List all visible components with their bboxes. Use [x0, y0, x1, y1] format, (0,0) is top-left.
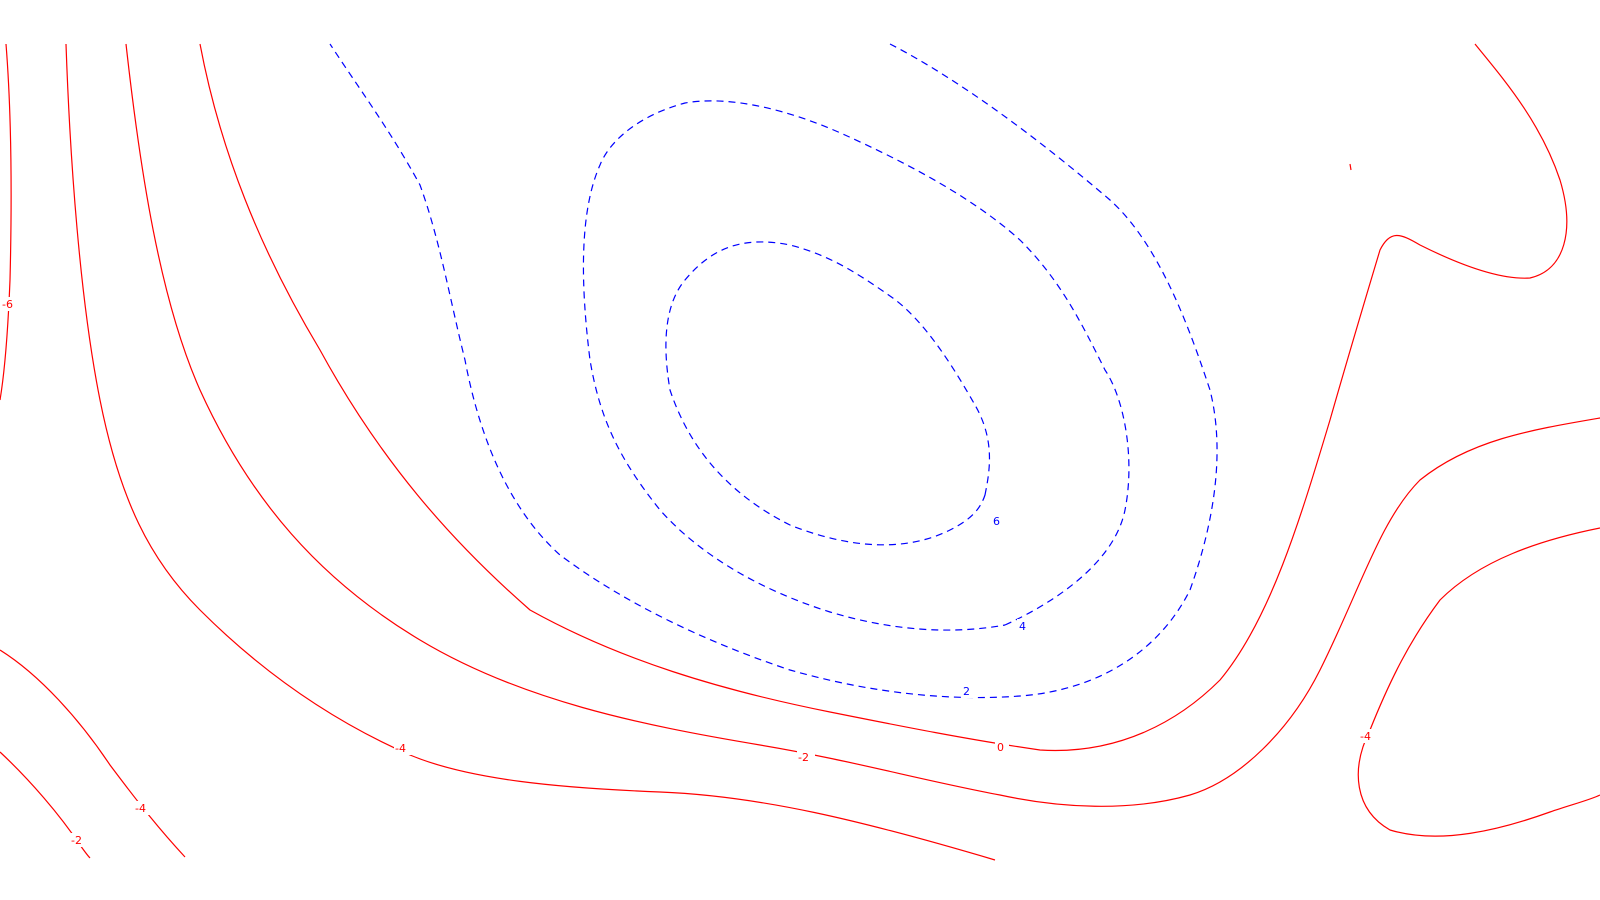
contour-label-neg2-bottom-left: -2	[71, 834, 82, 847]
contour-label-2: 2	[963, 685, 970, 698]
contour-line-neg2	[125, 43, 1600, 807]
contour-label-neg6: -6	[2, 298, 13, 311]
contour-label-neg4: -4	[395, 742, 406, 755]
contour-label-neg4-right: -4	[1360, 730, 1371, 743]
contour-fragment	[1349, 163, 1352, 171]
contour-line-neg4-bottom-left	[0, 649, 186, 858]
contour-line-4	[582, 100, 1130, 631]
contour-label-4: 4	[1019, 620, 1026, 633]
contour-line-0	[199, 43, 1568, 752]
contour-label-0: 0	[997, 741, 1004, 754]
contour-label-neg4-bottom-left: -4	[135, 802, 146, 815]
contour-line-neg4	[65, 43, 996, 861]
contour-line-neg6	[0, 43, 12, 401]
contour-line-2	[329, 43, 1218, 699]
contour-label-6: 6	[993, 515, 1000, 528]
contour-line-6	[665, 241, 990, 546]
contour-label-neg2: -2	[798, 751, 809, 764]
contour-line-neg4-right	[1357, 527, 1600, 837]
